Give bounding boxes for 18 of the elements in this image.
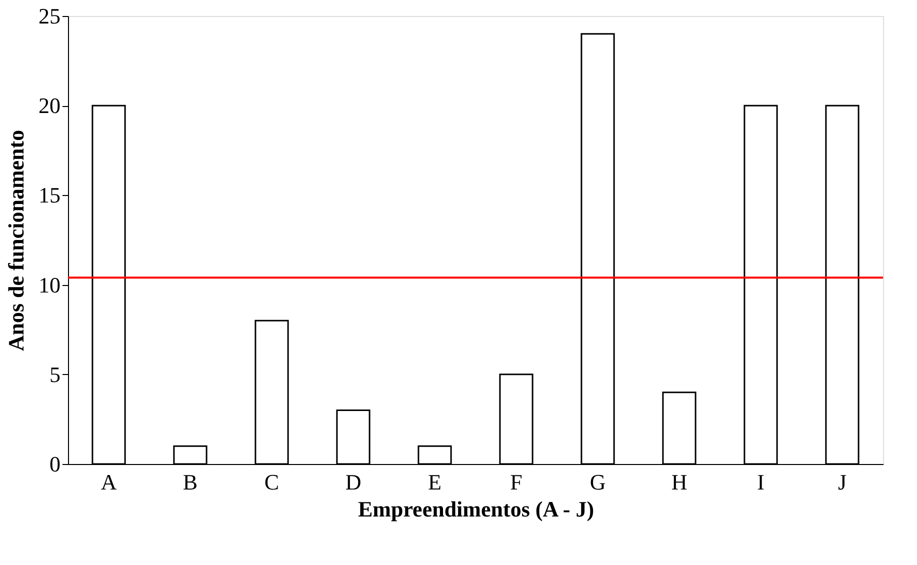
y-tick-label: 0	[50, 452, 60, 476]
x-tick-label: B	[182, 470, 198, 494]
y-tick-label: 15	[38, 182, 60, 208]
x-tick-label: E	[428, 470, 442, 494]
x-tick-label: I	[757, 470, 764, 494]
y-tick-label: 10	[38, 272, 60, 298]
y-axis-title: Anos de funcionamento	[4, 130, 28, 352]
x-tick-label: G	[590, 470, 606, 494]
x-tick-label: H	[671, 470, 688, 494]
y-tick-label: 5	[50, 362, 60, 387]
x-tick-label: J	[838, 470, 847, 494]
y-tick-label: 25	[38, 4, 60, 28]
x-tick-label: A	[100, 470, 117, 494]
x-tick-label: C	[264, 470, 280, 494]
y-tick-label: 20	[38, 93, 60, 118]
x-tick-label: D	[345, 470, 362, 494]
x-tick-label: F	[510, 470, 522, 494]
x-axis-title: Empreendimentos (A - J)	[358, 496, 594, 522]
